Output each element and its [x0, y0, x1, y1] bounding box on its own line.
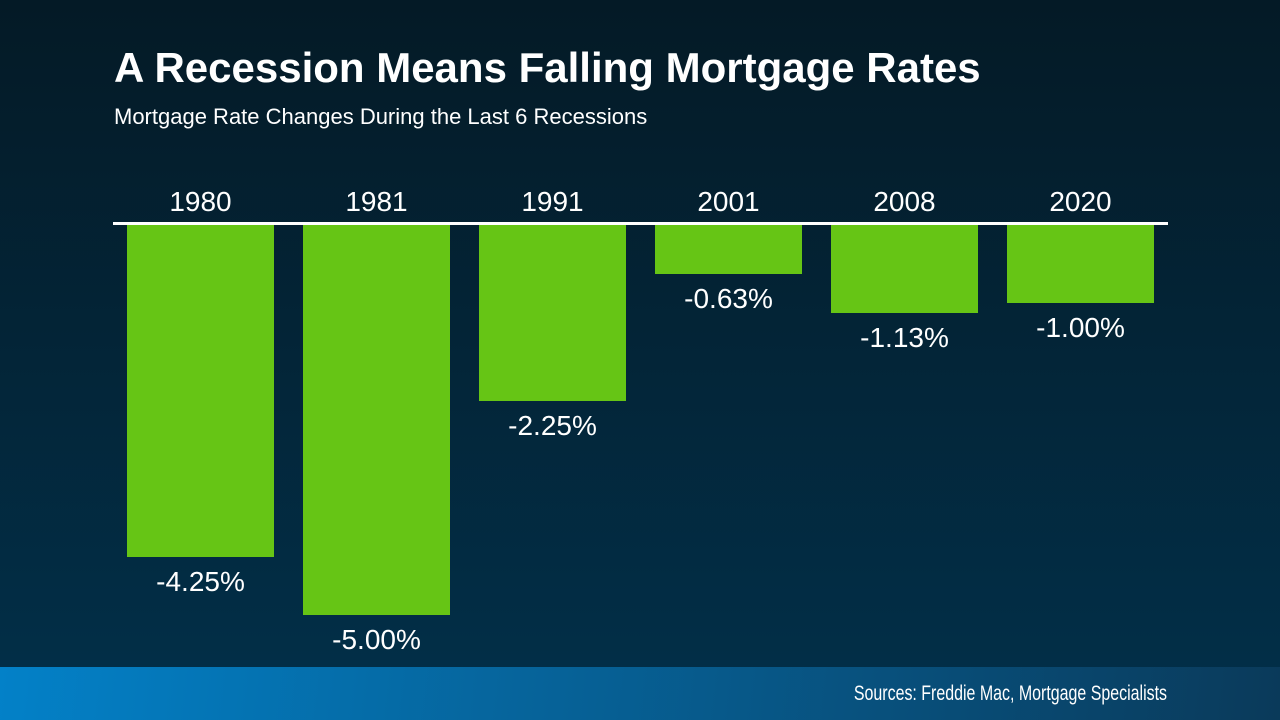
bar-value-label-2008: -1.13%	[860, 322, 949, 353]
bar-value-label-1991: -2.25%	[508, 410, 597, 441]
chart-bar-1981	[303, 225, 450, 615]
footer-band: Sources: Freddie Mac, Mortgage Specialis…	[0, 667, 1280, 720]
year-label-2001: 2001	[697, 186, 760, 217]
bar-chart: 1980 1981 1991 2001 2008 2020 -4.25% -5.00% -2.…	[113, 184, 1168, 655]
year-label-2008: 2008	[873, 186, 936, 217]
chart-plot-area: -4.25% -5.00% -2.25% -0.63% -1.13% -1.00%	[113, 225, 1168, 655]
chart-year-labels: 1980 1981 1991 2001 2008 2020	[113, 184, 1168, 222]
year-label-2020: 2020	[1049, 186, 1112, 217]
bar-value-label-1980: -4.25%	[156, 566, 245, 597]
slide-subtitle: Mortgage Rate Changes During the Last 6 …	[114, 104, 648, 129]
bar-value-label-2020: -1.00%	[1036, 312, 1125, 343]
source-attribution: Sources: Freddie Mac, Mortgage Specialis…	[853, 681, 1167, 705]
slide-title: A Recession Means Falling Mortgage Rates	[114, 44, 981, 91]
chart-bar-2001	[655, 225, 802, 274]
chart-bar-2008	[831, 225, 978, 313]
chart-bar-2020	[1007, 225, 1154, 303]
year-label-1980: 1980	[169, 186, 232, 217]
year-label-1991: 1991	[521, 186, 584, 217]
year-label-1981: 1981	[345, 186, 408, 217]
chart-bar-1980	[127, 225, 274, 557]
bar-value-label-1981: -5.00%	[332, 624, 421, 655]
bar-value-label-2001: -0.63%	[684, 283, 773, 314]
chart-bar-1991	[479, 225, 626, 401]
chart-top-axis-line	[113, 222, 1168, 225]
